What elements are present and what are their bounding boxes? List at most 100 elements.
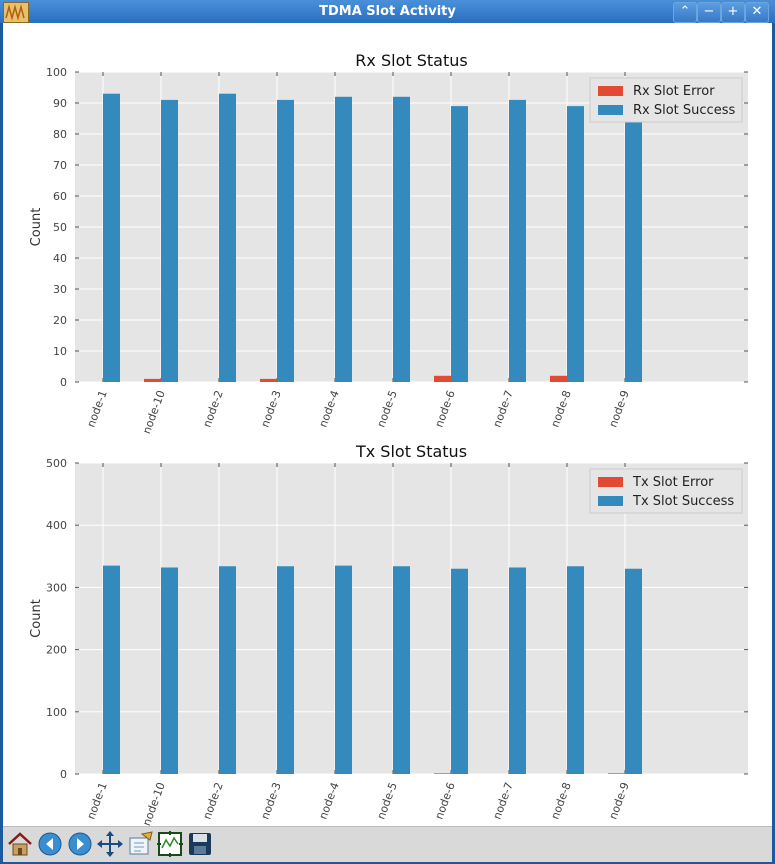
back-arrow-icon xyxy=(38,832,62,856)
error-bar xyxy=(260,378,277,382)
y-tick-label: 400 xyxy=(46,519,67,532)
home-button[interactable] xyxy=(6,830,34,858)
y-tick-label: 100 xyxy=(46,706,67,719)
success-bar xyxy=(103,565,120,774)
x-tick-label: node-4 xyxy=(316,389,341,430)
legend-label: Rx Slot Error xyxy=(633,84,715,99)
y-tick-label: 500 xyxy=(46,457,67,470)
y-tick-label: 20 xyxy=(53,314,67,327)
success-bar xyxy=(219,93,236,382)
success-bar xyxy=(451,106,468,382)
success-bar xyxy=(567,566,584,774)
x-tick-label: node-7 xyxy=(490,781,515,822)
legend-label: Rx Slot Success xyxy=(633,103,735,118)
success-bar xyxy=(393,566,410,774)
minimize-button[interactable]: − xyxy=(697,2,721,23)
x-tick-label: node-6 xyxy=(432,389,457,430)
x-tick-label: node-6 xyxy=(432,781,457,822)
legend: Rx Slot Error Rx Slot Success xyxy=(589,77,743,123)
y-tick-label: 80 xyxy=(53,128,67,141)
y-tick-label: 90 xyxy=(53,97,67,110)
x-tick-label: node-5 xyxy=(374,781,399,822)
chevron-up-icon: ⌃ xyxy=(679,4,691,19)
x-tick-label: node-4 xyxy=(316,781,341,822)
forward-arrow-icon xyxy=(68,832,92,856)
success-bar xyxy=(335,96,352,383)
y-tick-label: 100 xyxy=(46,66,67,79)
legend: Tx Slot Error Tx Slot Success xyxy=(589,468,743,514)
chart-title: Tx Slot Status xyxy=(355,442,467,461)
y-axis-label: Count xyxy=(29,208,44,247)
y-tick-label: 0 xyxy=(60,376,67,389)
error-bar xyxy=(608,773,625,774)
legend-swatch xyxy=(598,105,623,115)
navigation-toolbar xyxy=(3,826,772,862)
maximize-button[interactable]: + xyxy=(721,2,745,23)
zoom-edit-icon xyxy=(129,831,153,855)
configure-subplots-icon xyxy=(157,831,183,857)
success-bar xyxy=(509,99,526,383)
y-tick-label: 60 xyxy=(53,190,67,203)
zoom-button[interactable] xyxy=(126,830,154,858)
legend-label: Tx Slot Success xyxy=(632,494,734,509)
legend-swatch xyxy=(598,496,623,506)
save-floppy-icon xyxy=(189,833,211,855)
success-bar xyxy=(277,566,294,774)
x-tick-label: node-3 xyxy=(258,389,283,430)
forward-button[interactable] xyxy=(66,830,94,858)
save-button[interactable] xyxy=(186,830,214,858)
success-bar xyxy=(567,106,584,382)
maximize-icon: + xyxy=(727,4,739,19)
x-tick-label: node-1 xyxy=(84,781,109,822)
x-tick-label: node-8 xyxy=(548,781,573,822)
chart-2: 0 100 200 300 400 500 node-1 node-10 node-2 node-… xyxy=(29,442,748,828)
x-tick-label: node-2 xyxy=(200,781,225,822)
title-bar[interactable]: TDMA Slot Activity ⌃ − + ✕ xyxy=(0,0,775,23)
x-tick-label: node-8 xyxy=(548,389,573,430)
y-tick-label: 200 xyxy=(46,644,67,657)
success-bar xyxy=(625,568,642,774)
x-tick-label: node-10 xyxy=(140,389,168,436)
configure-subplots-button[interactable] xyxy=(156,830,184,858)
x-tick-label: node-7 xyxy=(490,389,515,430)
pan-button[interactable] xyxy=(96,830,124,858)
legend-label: Tx Slot Error xyxy=(632,475,714,490)
success-bar xyxy=(103,93,120,382)
x-tick-label: node-2 xyxy=(200,389,225,430)
figure-canvas[interactable]: 0 10 20 30 40 50 60 70 80 90 100 node-1 node-10 node-… xyxy=(3,23,772,828)
x-tick-label: node-1 xyxy=(84,389,109,430)
success-bar xyxy=(625,96,642,383)
y-tick-label: 10 xyxy=(53,345,67,358)
success-bar xyxy=(219,566,236,774)
success-bar xyxy=(161,99,178,383)
home-icon xyxy=(8,832,32,856)
scroll-up-button[interactable]: ⌃ xyxy=(673,2,697,23)
close-button[interactable]: ✕ xyxy=(745,2,769,23)
y-tick-label: 0 xyxy=(60,768,67,781)
x-tick-label: node-9 xyxy=(606,389,631,430)
window-title: TDMA Slot Activity xyxy=(319,4,456,19)
chart-title: Rx Slot Status xyxy=(355,51,467,70)
app-waveform-icon[interactable] xyxy=(3,2,29,23)
success-bar xyxy=(161,567,178,774)
legend-box xyxy=(589,468,743,514)
y-axis-label: Count xyxy=(29,599,44,638)
minimize-icon: − xyxy=(703,4,715,19)
x-tick-label: node-3 xyxy=(258,781,283,822)
success-bar xyxy=(335,565,352,774)
legend-swatch xyxy=(598,86,623,96)
success-bar xyxy=(393,96,410,383)
chart-1: 0 10 20 30 40 50 60 70 80 90 100 node-1 node-10 node-… xyxy=(29,51,748,436)
x-tick-label: node-9 xyxy=(606,781,631,822)
x-tick-label: node-10 xyxy=(140,781,168,826)
y-tick-label: 300 xyxy=(46,581,67,594)
legend-swatch xyxy=(598,477,623,487)
success-bar xyxy=(277,99,294,383)
x-tick-label: node-5 xyxy=(374,389,399,430)
success-bar xyxy=(451,568,468,774)
error-bar xyxy=(434,375,451,382)
back-button[interactable] xyxy=(36,830,64,858)
y-tick-label: 70 xyxy=(53,159,67,172)
